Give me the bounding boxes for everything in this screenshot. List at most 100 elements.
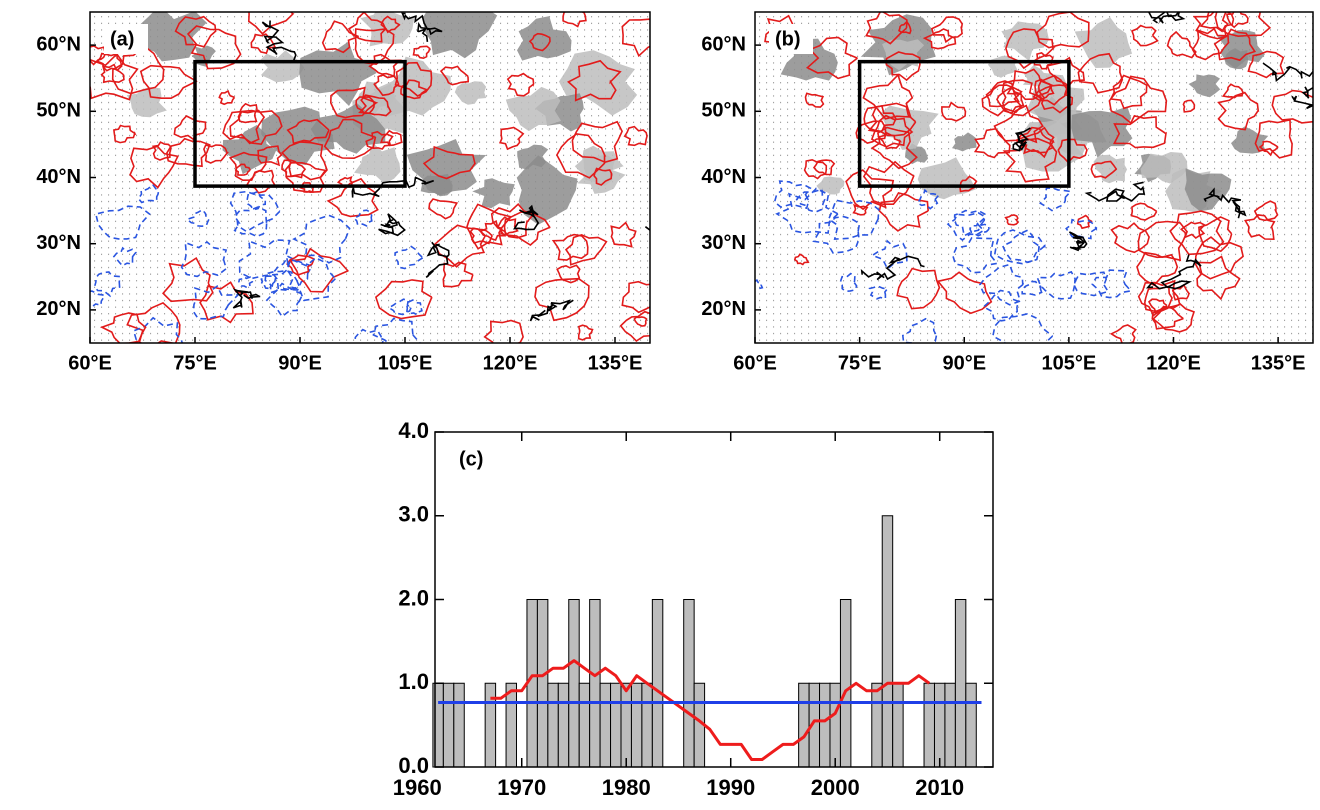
- contour: [1180, 221, 1206, 240]
- contour: [992, 313, 1054, 343]
- y-tick-label: 50°N: [701, 100, 746, 122]
- contour: [498, 126, 525, 151]
- coastline: [401, 12, 443, 42]
- panel-label: (c): [459, 448, 483, 470]
- contour: [1036, 12, 1090, 49]
- bar: [453, 682, 465, 768]
- bar: [683, 599, 695, 768]
- shading: [126, 87, 167, 118]
- contour: [100, 63, 125, 84]
- contour: [180, 240, 228, 278]
- shading: [517, 16, 572, 61]
- y-tick-label: 3.0: [398, 502, 429, 527]
- contour: [496, 216, 519, 236]
- contour: [898, 20, 912, 35]
- contour: [610, 221, 637, 248]
- contour: [186, 25, 242, 70]
- coastline: [1291, 86, 1313, 110]
- bar: [578, 682, 591, 768]
- contour: [812, 159, 836, 176]
- contour: [321, 20, 360, 54]
- contour: [373, 74, 400, 97]
- y-tick-label: 20°N: [701, 298, 746, 320]
- bar: [547, 682, 559, 768]
- contour: [264, 269, 301, 294]
- coastline: [512, 204, 540, 231]
- contour: [1021, 280, 1043, 296]
- contour: [1254, 118, 1293, 159]
- contour: [228, 151, 268, 182]
- contour: [289, 247, 349, 293]
- contour: [286, 256, 337, 302]
- contour: [246, 190, 267, 211]
- contour: [326, 177, 379, 218]
- contour: [969, 220, 990, 237]
- contour: [94, 205, 151, 240]
- contour: [993, 229, 1046, 265]
- contour: [323, 118, 377, 160]
- contour: [1199, 12, 1235, 33]
- contour: [936, 271, 993, 315]
- contour: [959, 175, 978, 193]
- contour: [1194, 236, 1244, 280]
- coastline: [1203, 187, 1247, 219]
- plot-frame: [434, 431, 994, 768]
- contour: [1247, 50, 1285, 79]
- contour: [265, 282, 304, 318]
- contour: [1192, 12, 1229, 40]
- x-tick-label: 90°E: [278, 352, 322, 374]
- shading: [1074, 17, 1133, 68]
- contour: [1130, 202, 1158, 221]
- x-tick-label: 105°E: [378, 352, 433, 374]
- bar: [819, 682, 831, 768]
- bar: [630, 682, 643, 768]
- contour: [329, 86, 379, 119]
- contour: [90, 290, 104, 309]
- bar: [641, 682, 653, 768]
- contour: [90, 52, 139, 101]
- x-tick-label: 60°E: [68, 352, 112, 374]
- shading: [1188, 74, 1221, 98]
- x-tick-label: 75°E: [838, 352, 882, 374]
- x-tick-label: 60°E: [733, 352, 777, 374]
- contour: [555, 133, 607, 179]
- contour: [1077, 52, 1124, 94]
- contour: [1090, 160, 1118, 179]
- y-tick-label: 0.0: [398, 753, 429, 778]
- x-tick-label: 120°E: [1146, 352, 1201, 374]
- coastline: [1147, 12, 1186, 24]
- contour: [387, 298, 414, 316]
- contour: [870, 239, 908, 271]
- contour: [953, 209, 986, 237]
- bar: [442, 682, 455, 768]
- contour: [567, 59, 622, 102]
- contour: [1039, 187, 1073, 212]
- x-tick-label: 2010: [915, 775, 964, 800]
- contour: [412, 45, 431, 60]
- coastline: [1145, 254, 1202, 290]
- contour: [469, 227, 493, 245]
- contour: [1076, 214, 1093, 230]
- contour: [358, 94, 392, 117]
- contour: [1198, 216, 1233, 253]
- contour: [941, 101, 967, 122]
- contour: [1001, 229, 1040, 264]
- contour: [878, 191, 929, 232]
- bar: [954, 599, 967, 768]
- contour: [951, 237, 999, 274]
- contour: [347, 12, 387, 43]
- shading: [138, 12, 207, 62]
- contour: [428, 198, 459, 220]
- shading: [917, 157, 976, 200]
- shading: [1184, 168, 1232, 212]
- contour: [793, 253, 810, 266]
- y-tick-label: 60°N: [36, 33, 81, 55]
- contour: [1258, 140, 1279, 157]
- contour: [946, 211, 987, 242]
- x-tick-label: 105°E: [1042, 352, 1097, 374]
- contour: [1253, 200, 1279, 222]
- map-field: [90, 12, 650, 343]
- contour: [292, 214, 351, 264]
- x-tick-label: 135°E: [1251, 352, 1306, 374]
